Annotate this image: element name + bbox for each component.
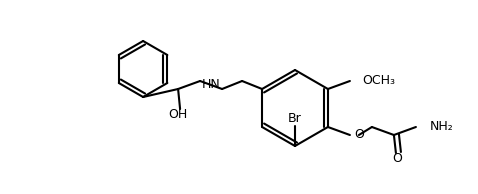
Text: OH: OH: [168, 108, 188, 121]
Text: Br: Br: [288, 112, 302, 125]
Text: OCH₃: OCH₃: [362, 74, 395, 87]
Text: O: O: [392, 152, 402, 165]
Text: NH₂: NH₂: [430, 120, 454, 133]
Text: O: O: [354, 128, 364, 141]
Text: HN: HN: [201, 78, 220, 91]
